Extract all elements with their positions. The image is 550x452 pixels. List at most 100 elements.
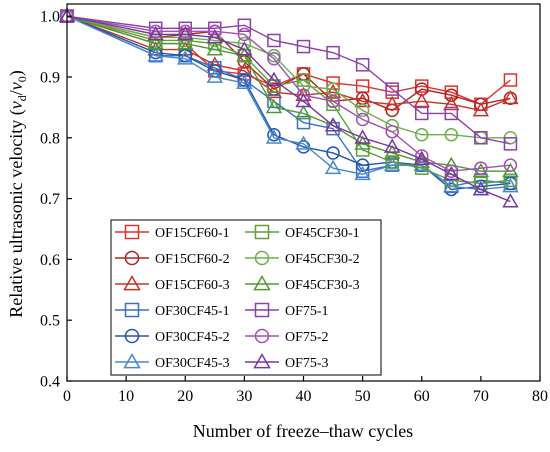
data-point [178,24,192,39]
legend-item: OF75-3 [245,353,329,371]
data-point [354,92,371,108]
data-point [383,138,401,153]
data-point [443,178,460,193]
data-point [147,47,164,62]
data-point [443,165,460,181]
legend-item: OF30CF45-2 [115,328,230,345]
x-tick-label: 50 [355,388,371,405]
legend-label: OF75-3 [285,356,329,371]
legend-label: OF15CF60-1 [155,226,230,241]
data-point [413,150,430,165]
data-point [444,88,459,102]
data-point [296,79,311,93]
data-point [237,27,252,42]
data-point [206,41,224,56]
data-point [385,155,399,169]
data-point [265,129,283,144]
data-point [385,82,399,96]
legend-label: OF75-1 [285,304,329,319]
legend-box [110,219,382,376]
legend-item: OF15CF60-3 [115,275,230,293]
data-point [472,162,490,178]
data-point [148,24,163,39]
x-tick-label: 20 [177,388,193,405]
y-tick-label: 1.0 [40,9,60,26]
legend-label: OF45CF30-1 [285,226,360,241]
legend-marker [254,302,270,318]
data-point [265,98,283,114]
data-point [474,161,488,175]
data-point [415,127,429,142]
data-point [295,92,312,108]
legend-item: OF45CF30-2 [245,250,360,267]
data-point [296,39,311,54]
data-point [178,48,192,63]
data-point [444,127,459,142]
series-line [66,15,511,191]
x-tick-label: 10 [118,388,134,405]
x-axis-label: Number of freeze–thaw cycles [193,421,413,441]
x-tick-label: 40 [296,388,312,405]
legend-marker [254,328,270,344]
legend-item: OF75-1 [245,302,329,319]
legend-label: OF15CF60-3 [155,278,230,293]
legend-marker [253,275,271,291]
legend-marker [123,275,141,291]
data-point [503,137,518,151]
data-point [383,95,401,111]
legend-marker [254,224,270,240]
legend-label: OF75-2 [285,330,329,345]
legend-label: OF30CF45-1 [155,304,230,319]
legend-item: OF15CF60-2 [115,250,230,267]
data-point [355,58,370,72]
data-point [177,35,194,50]
data-point [326,146,340,160]
series-OF75-2 [60,9,518,178]
data-point [237,73,252,87]
data-point [383,156,401,172]
legend-marker [123,353,141,369]
legend-marker [124,302,140,318]
data-point [236,74,253,89]
legend-item: OF30CF45-1 [115,302,230,319]
data-point [206,68,224,83]
legend-marker [124,224,140,240]
legend-marker [254,250,270,266]
data-point [295,135,312,150]
series-line [66,15,511,139]
data-point [326,94,340,109]
x-tick-label: 70 [473,388,489,405]
y-tick-label: 0.6 [40,252,60,269]
data-point [267,51,281,66]
data-point [355,112,370,127]
legend-label: OF30CF45-2 [155,330,230,345]
data-point [503,73,518,87]
data-point [324,117,342,132]
series-line [66,15,511,191]
data-point [265,71,283,86]
legend-label: OF45CF30-3 [285,278,360,293]
data-point [177,25,194,41]
data-point [354,165,371,181]
data-point [295,105,312,120]
data-point [355,158,370,172]
y-tick-label: 0.7 [40,191,60,208]
data-point [385,124,399,139]
data-point [206,29,224,44]
data-point [502,193,519,208]
x-tick-label: 60 [414,388,430,405]
data-point [147,25,164,41]
legend-marker [124,328,140,344]
series-OF45CF30-3 [58,7,519,178]
y-tick-label: 0.4 [40,374,60,391]
data-point [415,106,429,121]
series-OF15CF60-2 [60,9,518,118]
data-point [355,103,370,118]
legend-label: OF45CF30-2 [285,252,360,267]
legend-item: OF30CF45-3 [115,353,230,371]
data-point [265,83,283,99]
data-point [502,178,519,193]
data-point [503,158,518,172]
